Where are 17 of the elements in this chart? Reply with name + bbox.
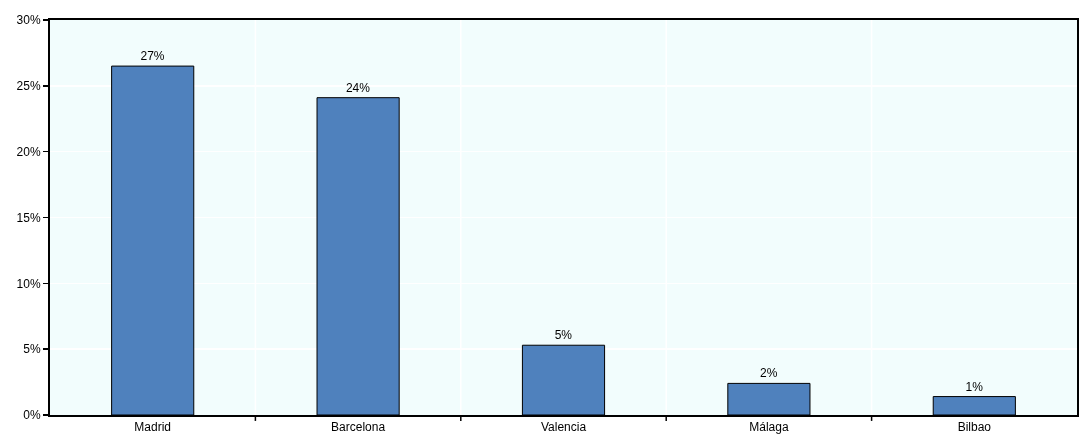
y-tick-label: 20% <box>16 144 41 159</box>
y-tick-label: 25% <box>16 79 41 94</box>
y-tick-label: 30% <box>16 13 41 28</box>
y-tick-label: 10% <box>16 276 41 291</box>
data-label: 27% <box>140 49 165 64</box>
x-tick-label: Valencia <box>540 420 587 435</box>
data-label: 2% <box>760 366 778 381</box>
data-label: 24% <box>345 80 371 95</box>
x-tick-label: Madrid <box>134 420 172 435</box>
y-tick-label: 0% <box>23 408 41 423</box>
x-tick-label: Bilbao <box>957 420 992 435</box>
x-tick-label: Málaga <box>749 420 789 435</box>
y-tick-label: 15% <box>16 210 41 225</box>
data-label: 1% <box>965 379 984 394</box>
y-tick-label: 5% <box>23 342 41 357</box>
data-label: 5% <box>554 328 573 343</box>
x-tick-label: Barcelona <box>331 420 386 435</box>
